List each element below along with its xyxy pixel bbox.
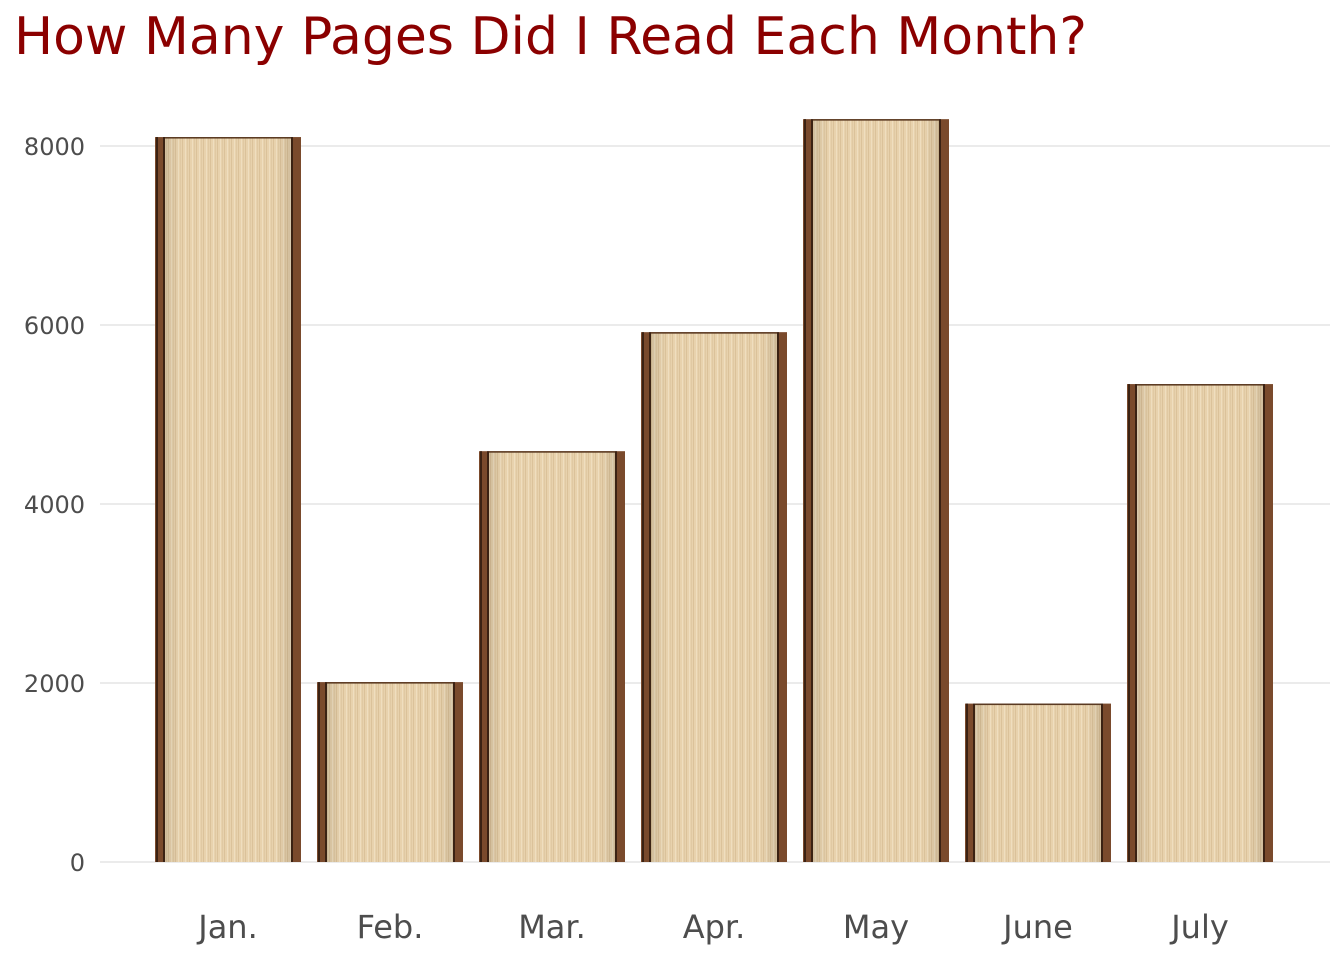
bars: [155, 119, 1273, 863]
bar-top-edge: [651, 332, 777, 334]
bar-cover-edge: [973, 703, 975, 862]
bar-cover-edge: [649, 332, 651, 862]
bar: [479, 451, 625, 862]
bar-pages-shade: [165, 138, 291, 863]
bar-top-edge: [489, 451, 615, 453]
chart-title: How Many Pages Did I Read Each Month?: [14, 7, 1087, 67]
bar-pages-shade: [651, 333, 777, 862]
y-tick-label: 6000: [24, 312, 85, 340]
bar-cover-edge: [156, 137, 158, 863]
bar-cover-edge: [318, 682, 320, 862]
bar-cover-edge: [642, 332, 644, 862]
bar-cover-edge: [811, 119, 813, 862]
x-tick-label: Mar.: [518, 908, 586, 946]
bar-cover-edge: [966, 703, 968, 862]
y-tick-label: 4000: [24, 491, 85, 519]
x-axis-ticks: Jan. Feb. Mar. Apr. May June July: [196, 908, 1229, 946]
x-tick-label: May: [843, 908, 909, 946]
bar-cover-edge: [453, 682, 455, 862]
bar-cover-edge: [291, 137, 293, 863]
bar: [641, 332, 787, 862]
bar: [965, 703, 1111, 862]
bar-cover-edge: [939, 119, 941, 862]
bar-cover-edge: [804, 119, 806, 862]
bar-cover-edge: [1128, 384, 1130, 862]
bar-top-edge: [327, 682, 453, 684]
bar-top-edge: [1137, 384, 1263, 386]
bar: [1127, 384, 1273, 862]
bar-cover-edge: [325, 682, 327, 862]
bar-pages-shade: [813, 120, 939, 862]
bar-top-edge: [975, 703, 1101, 706]
bar-cover-edge: [487, 451, 489, 862]
bar-top-edge: [813, 119, 939, 121]
x-tick-label: June: [1001, 908, 1073, 946]
bar-cover-edge: [777, 332, 779, 862]
bar-pages-shade: [327, 683, 453, 862]
bar: [803, 119, 949, 862]
bar-pages-shade: [489, 452, 615, 862]
x-tick-label: Feb.: [357, 908, 424, 946]
y-tick-label: 2000: [24, 670, 85, 698]
bar-cover-edge: [480, 451, 482, 862]
bar-top-edge: [165, 137, 291, 139]
bar-pages-shade: [975, 704, 1101, 862]
y-axis-ticks: 0 2000 4000 6000 8000: [24, 133, 85, 877]
bar: [317, 682, 463, 862]
bar: [155, 137, 301, 863]
x-tick-label: July: [1169, 908, 1229, 946]
bar-pages-shade: [1137, 385, 1263, 862]
y-tick-label: 8000: [24, 133, 85, 161]
bar-cover-edge: [163, 137, 165, 863]
bar-cover-edge: [1263, 384, 1265, 862]
bar-cover-edge: [1135, 384, 1137, 862]
bar-cover-edge: [615, 451, 617, 862]
bar-cover-edge: [1101, 703, 1103, 862]
y-tick-label: 0: [70, 849, 85, 877]
x-tick-label: Jan.: [196, 908, 258, 946]
x-tick-label: Apr.: [683, 908, 746, 946]
